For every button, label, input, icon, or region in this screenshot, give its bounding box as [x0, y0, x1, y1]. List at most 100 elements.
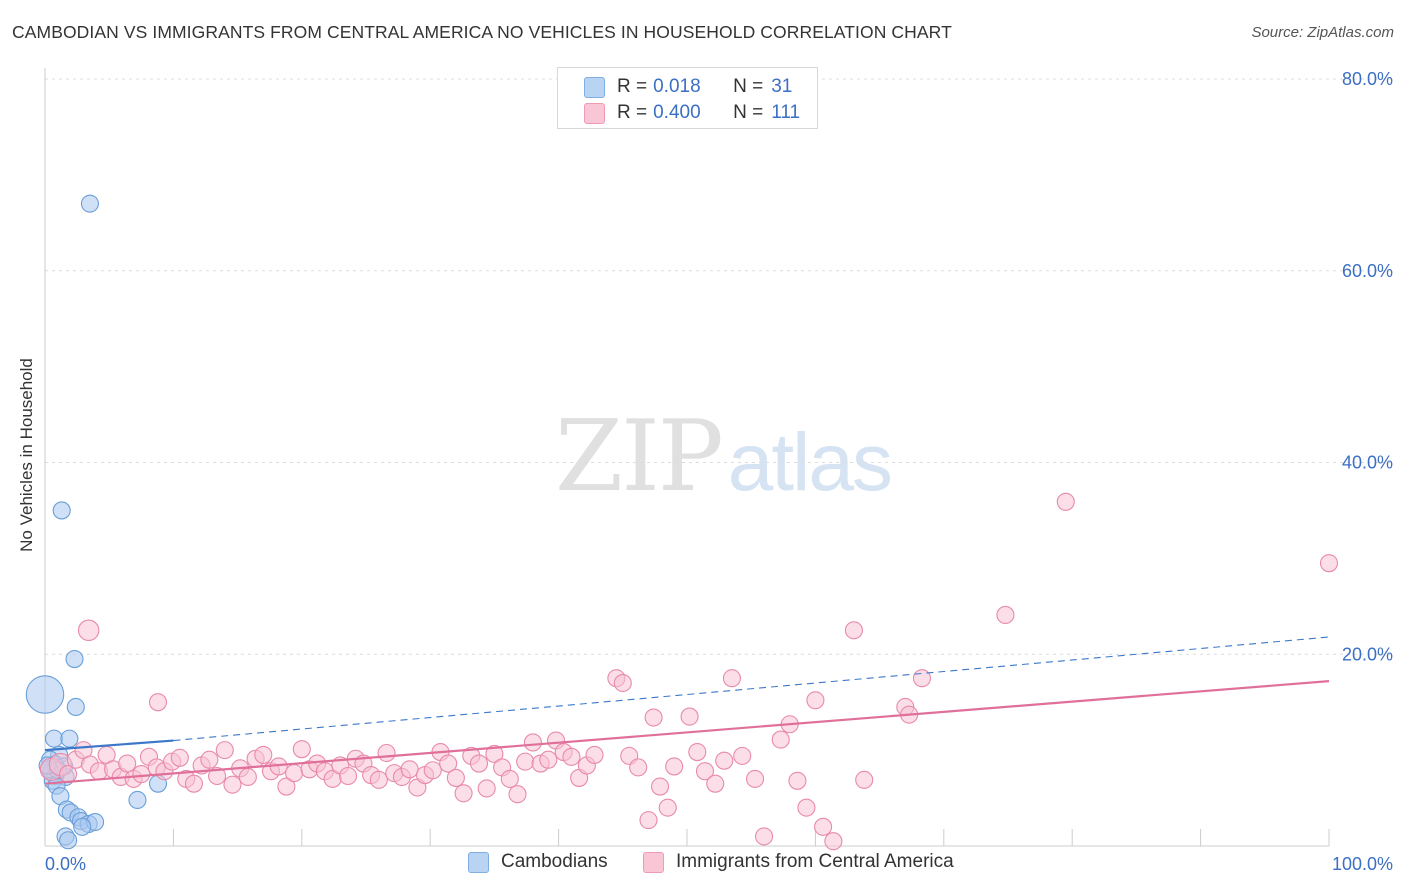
- immigrant-point: [1056, 492, 1075, 511]
- cambodian-point: [52, 501, 71, 520]
- legend-row-immigrants: R = 0.400 N = 111: [584, 101, 800, 125]
- immigrant-point: [814, 817, 833, 836]
- immigrant-point: [1319, 554, 1339, 573]
- immigrant-point: [585, 745, 604, 764]
- x-tick-label-max: 100.0%: [1332, 854, 1393, 874]
- chart-title: CAMBODIAN VS IMMIGRANTS FROM CENTRAL AME…: [12, 22, 952, 42]
- immigrant-point: [184, 774, 203, 793]
- immigrant-point: [439, 754, 458, 773]
- data-points: [25, 194, 1339, 851]
- cambodian-trend-extension: [173, 636, 1330, 742]
- cambodian-point: [73, 817, 92, 836]
- immigrant-point: [400, 760, 419, 779]
- cambodian-trend-line: [44, 739, 174, 752]
- immigrant-point: [377, 743, 396, 763]
- legend-swatch-cambodians: [584, 76, 605, 98]
- immigrant-point: [539, 750, 558, 769]
- cambodian-point: [128, 790, 147, 810]
- trend-lines: [44, 636, 1330, 785]
- immigrant-point: [254, 745, 273, 764]
- y-tick-label: 40.0%: [1342, 453, 1393, 473]
- immigrant-point: [996, 605, 1015, 624]
- immigrant-point: [500, 769, 519, 788]
- tick-labels: 20.0% 40.0% 60.0% 80.0% 0.0% 100.0%: [45, 69, 1393, 874]
- immigrant-point: [238, 767, 257, 787]
- grid-lines: [45, 78, 1392, 655]
- immigrant-point: [706, 774, 725, 793]
- immigrant-point: [771, 730, 790, 749]
- immigrant-point: [454, 784, 473, 803]
- immigrant-point: [208, 766, 227, 786]
- immigrant-point: [695, 762, 715, 781]
- immigrant-point: [855, 770, 874, 789]
- legend-n-value: 31: [771, 76, 793, 97]
- cambodian-point: [66, 697, 85, 717]
- immigrant-point: [788, 771, 807, 790]
- immigrant-point: [118, 754, 137, 773]
- immigrant-point: [733, 746, 752, 765]
- immigrant-point: [722, 669, 741, 688]
- legend-item-cambodians: Cambodians: [468, 851, 608, 873]
- legend-label-immigrants: Immigrants from Central America: [676, 851, 954, 872]
- watermark-zip: ZIP: [555, 400, 724, 514]
- immigrant-point: [680, 707, 699, 726]
- legend-r-label: R =: [617, 76, 648, 97]
- immigrant-point: [613, 673, 632, 693]
- cambodian-point: [44, 729, 64, 748]
- immigrant-point: [148, 693, 168, 712]
- immigrant-point: [469, 754, 489, 773]
- immigrant-point: [369, 770, 388, 789]
- immigrant-point: [715, 751, 734, 770]
- immigrant-point: [644, 708, 663, 727]
- cambodian-point: [25, 675, 65, 714]
- legend-r-label: R =: [617, 102, 648, 123]
- immigrant-point: [650, 777, 670, 796]
- stats-legend: R = 0.018 N = 31 R = 0.400 N = 111: [557, 67, 818, 129]
- legend-n-label: N =: [733, 102, 764, 123]
- legend-r-value: 0.400: [653, 102, 701, 123]
- immigrant-point: [285, 764, 304, 783]
- y-tick-label: 20.0%: [1342, 644, 1393, 664]
- cambodian-point: [65, 649, 84, 669]
- legend-r-value: 0.018: [653, 76, 701, 97]
- immigrant-point: [338, 766, 358, 786]
- immigrant-point: [639, 811, 658, 830]
- immigrant-point: [292, 740, 311, 759]
- x-tick-label-min: 0.0%: [45, 854, 86, 874]
- immigrant-point: [485, 744, 504, 764]
- immigrant-point: [629, 758, 648, 777]
- immigrant-point: [200, 750, 219, 769]
- immigrant-point: [658, 798, 677, 817]
- immigrant-trend-line: [44, 679, 1330, 785]
- cambodian-point: [60, 729, 79, 748]
- immigrant-point: [806, 691, 825, 710]
- immigrant-point: [77, 619, 100, 642]
- immigrant-point: [277, 777, 296, 796]
- immigrant-point: [562, 747, 581, 766]
- legend-swatch-immigrants: [584, 102, 605, 124]
- immigrant-point: [754, 827, 774, 846]
- immigrant-point: [824, 832, 843, 851]
- immigrant-point: [446, 768, 465, 787]
- source-label: Source: ZipAtlas.com: [1251, 24, 1394, 41]
- legend-swatch-immigrants: [643, 851, 664, 873]
- cambodian-point: [59, 831, 78, 850]
- immigrant-point: [132, 765, 151, 784]
- immigrant-point: [665, 757, 684, 776]
- immigrant-point: [797, 798, 816, 817]
- legend-n-label: N =: [733, 76, 764, 97]
- legend-n-value: 111: [771, 102, 801, 123]
- immigrant-point: [523, 733, 542, 752]
- immigrant-point: [912, 669, 932, 688]
- legend-row-cambodians: R = 0.018 N = 31: [584, 75, 792, 99]
- immigrant-point: [688, 742, 707, 762]
- axes: [44, 68, 1330, 847]
- immigrant-point: [423, 761, 442, 780]
- cambodian-point: [80, 194, 99, 213]
- immigrant-point: [508, 785, 527, 804]
- series-legend: Cambodians Immigrants from Central Ameri…: [0, 851, 1406, 877]
- legend-label-cambodians: Cambodians: [501, 851, 608, 872]
- immigrant-point: [844, 621, 863, 640]
- immigrant-point: [516, 752, 535, 771]
